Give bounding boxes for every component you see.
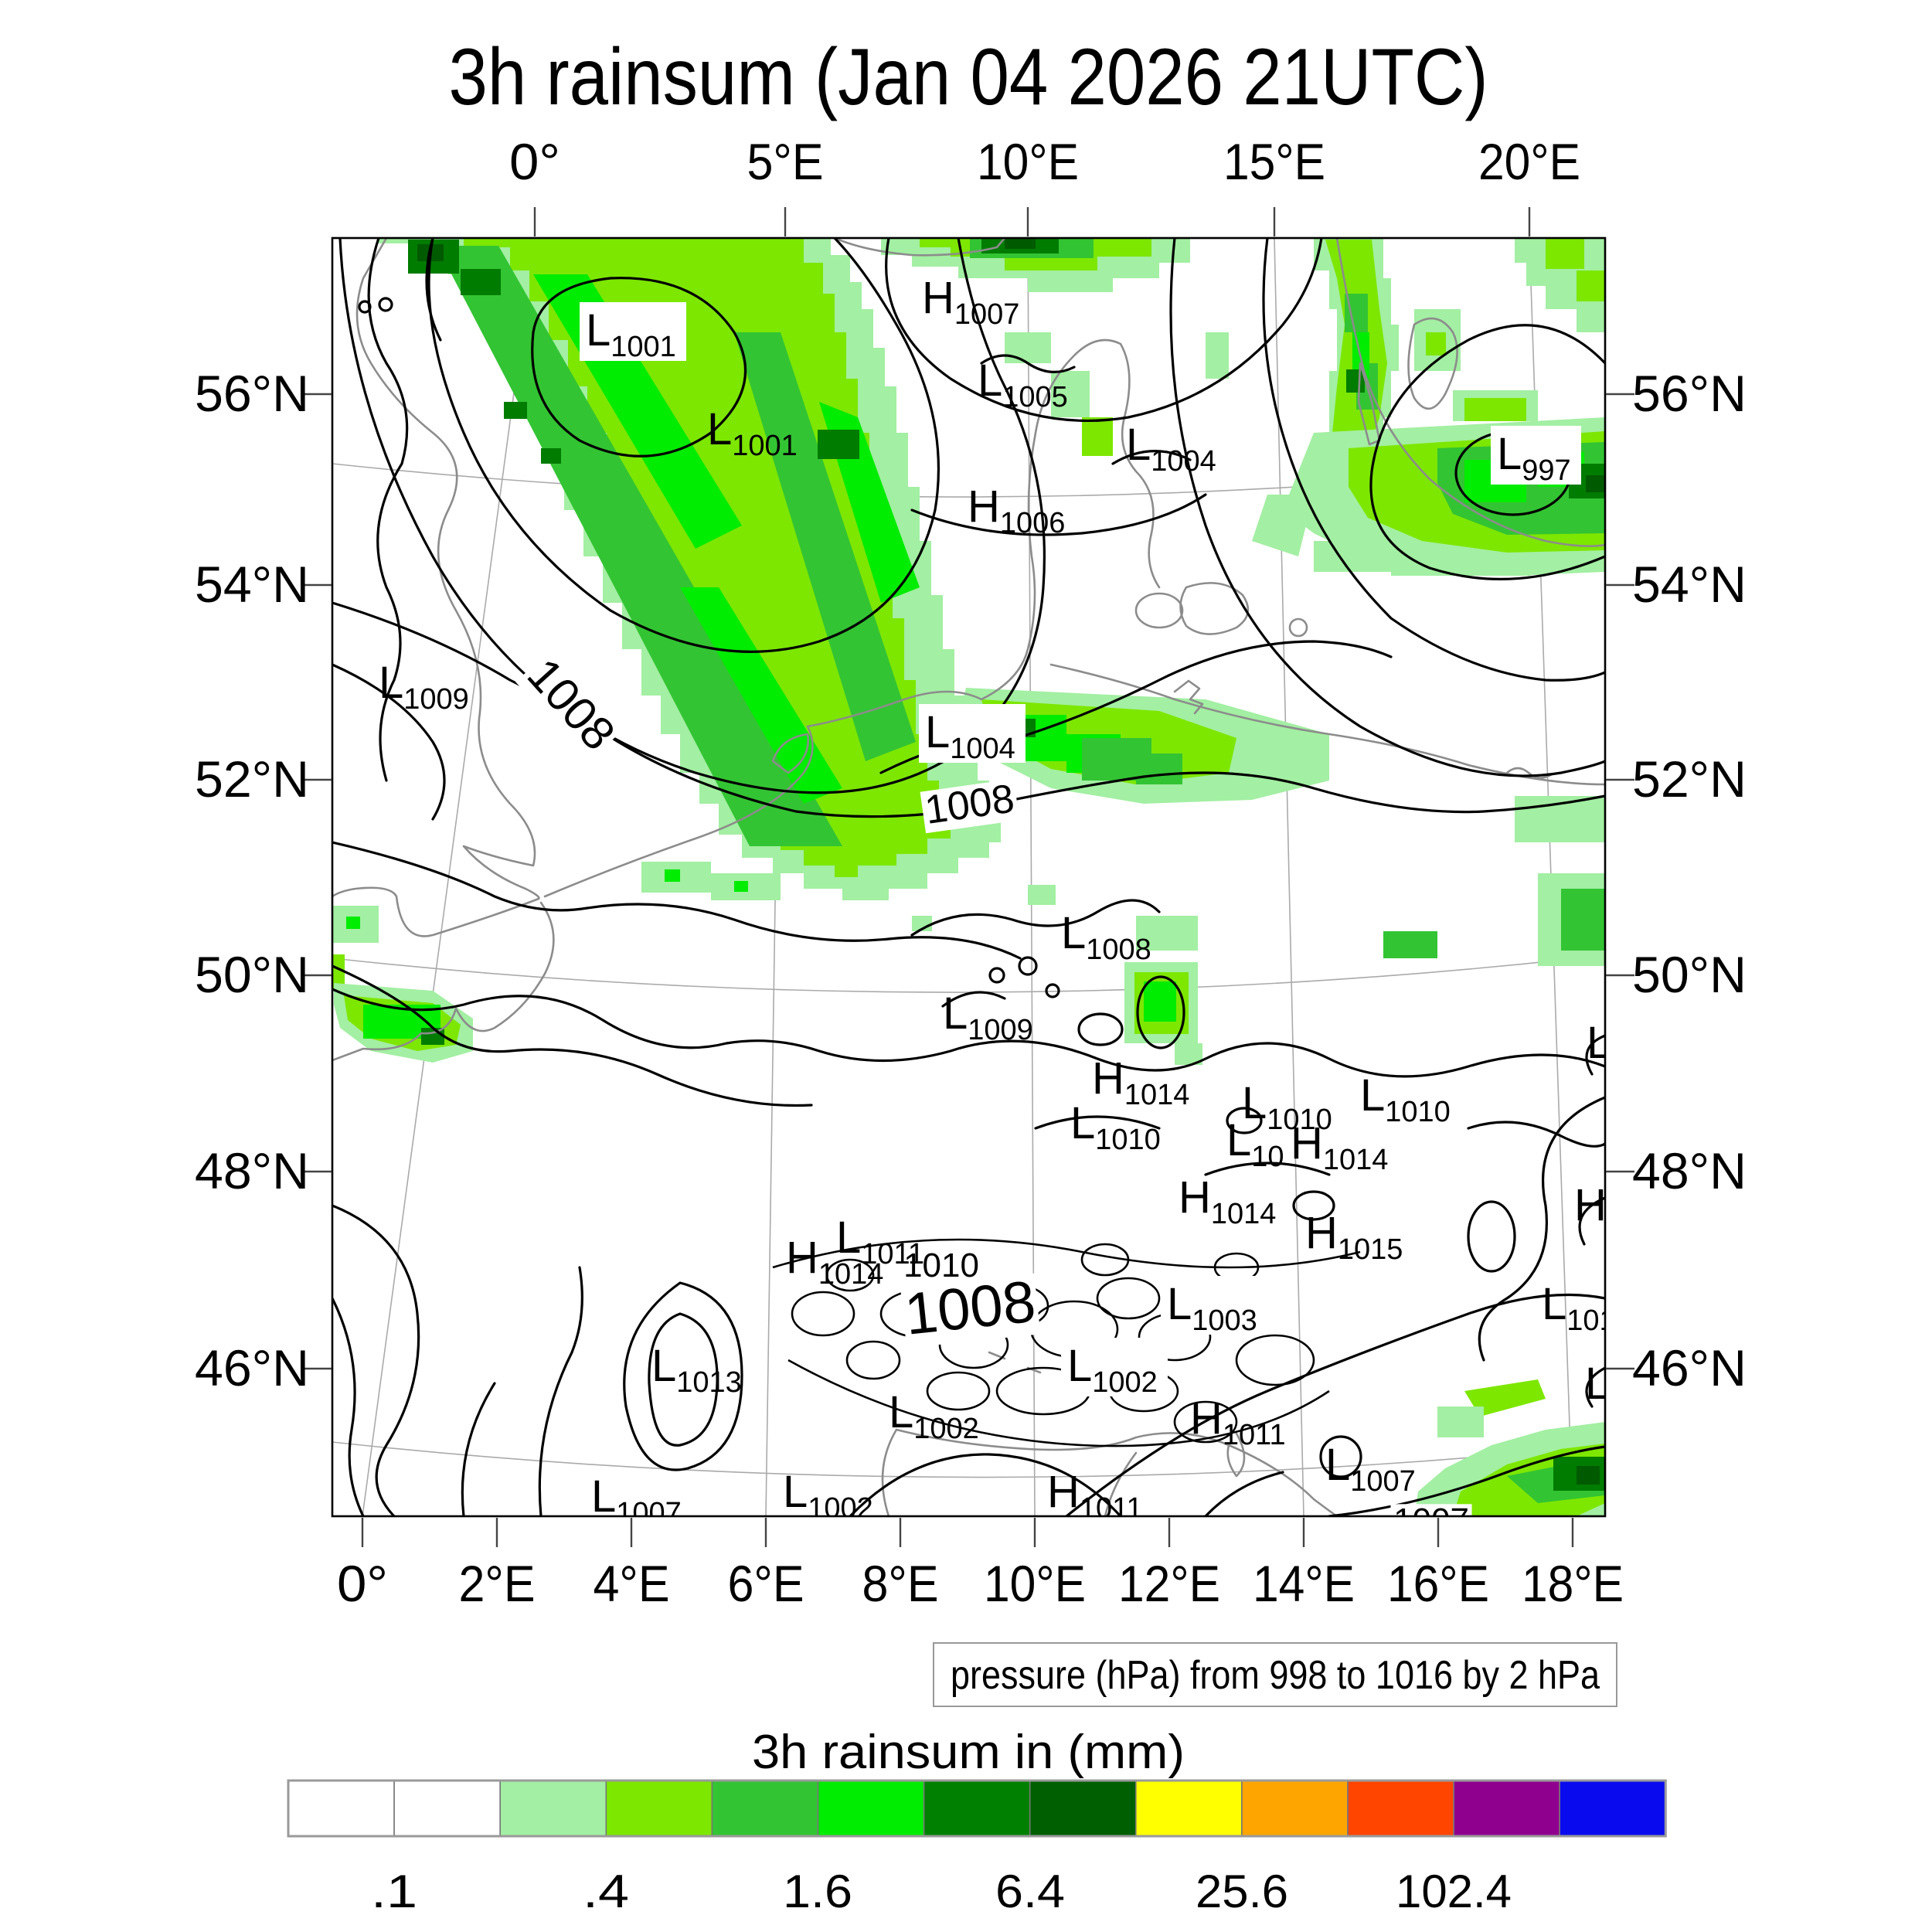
colorbar-border	[287, 1779, 1667, 1838]
right-axis-label: 56°N	[1632, 365, 1747, 422]
pressure-label: H1007	[922, 273, 1019, 331]
colorbar-cell	[393, 1780, 502, 1837]
right-axis-label: 48°N	[1632, 1142, 1747, 1199]
pressure-label-box	[1161, 1276, 1267, 1335]
left-axis-label: 56°N	[195, 365, 309, 422]
inline-contour-label: 1010	[900, 1247, 982, 1285]
top-axis-label: 20°E	[1478, 133, 1580, 190]
colorbar-cell	[605, 1780, 713, 1837]
inline-contour-label-halo	[920, 778, 1020, 834]
inline-contour-label-halo	[900, 1273, 1041, 1349]
pressure-label: L1003	[1167, 1279, 1257, 1337]
pressure-label: H1011	[1190, 1393, 1286, 1451]
colorbar-tick-label: 102.4	[1396, 1866, 1512, 1917]
pressure-label: L1011	[836, 1213, 924, 1270]
colorbar-cell	[1347, 1780, 1454, 1837]
left-axis-label: 52°N	[195, 750, 309, 808]
bottom-axis-label: 6°E	[728, 1555, 804, 1612]
colorbar-cell	[499, 1780, 607, 1837]
inline-contour-label-halo	[1600, 1301, 1605, 1334]
inline-contour-label: 1008	[515, 648, 625, 763]
left-axis-label: 46°N	[195, 1339, 309, 1396]
bottom-axis-label: 0°	[337, 1555, 388, 1612]
colorbar-cell	[1559, 1780, 1667, 1837]
pressure-label: L1005	[978, 355, 1068, 413]
pressure-label: L1013	[651, 1341, 742, 1399]
colorbar-cell	[817, 1780, 925, 1837]
pressure-label-box	[919, 704, 1026, 763]
inline-contour-label-text: 1008	[902, 1269, 1039, 1348]
inline-contour-label-text: 01	[1604, 1299, 1639, 1333]
inline-contour-label-halo	[1390, 1504, 1472, 1516]
pressure-label: L1010	[1360, 1070, 1451, 1128]
inline-contour-label: 1007	[1390, 1502, 1472, 1539]
pressure-label: L1015	[1542, 1279, 1632, 1337]
pressure-label: L1007	[1325, 1440, 1416, 1498]
colorbar-tick-label: 6.4	[995, 1866, 1065, 1917]
pressure-label: L1	[1587, 1018, 1628, 1076]
pressure-legend-text: pressure (hPa) from 998 to 1016 by 2 hPa	[951, 1653, 1600, 1698]
inline-contour-label-halo	[900, 1249, 982, 1285]
pressure-label: L1009	[943, 988, 1033, 1046]
page-title: 3h rainsum (Jan 04 2026 21UTC)	[449, 32, 1488, 122]
pressure-label: L1009	[379, 658, 469, 716]
right-axis-label: 52°N	[1632, 750, 1747, 808]
colorbar-cell	[1135, 1780, 1243, 1837]
pressure-label-box	[1491, 426, 1581, 485]
top-axis-label: 0°	[509, 133, 560, 190]
bottom-axis-label: 14°E	[1253, 1555, 1355, 1612]
pressure-label: H101	[1574, 1180, 1655, 1238]
bottom-axis-label: 12°E	[1118, 1555, 1220, 1612]
pressure-label: H1014	[1291, 1118, 1388, 1176]
pressure-label: L1002	[889, 1387, 979, 1445]
colorbar-tick-label: 1.6	[783, 1866, 852, 1917]
inline-contour-label-text: 1007	[1393, 1502, 1469, 1539]
colorbar: .1 .4 1.6 6.4 25.6 102.4	[287, 1779, 1667, 1917]
colorbar-tick-label: 25.6	[1196, 1866, 1288, 1917]
pressure-label-box	[580, 302, 686, 361]
bottom-axis-label: 2°E	[459, 1555, 536, 1612]
pressure-legend-box	[933, 1642, 1617, 1707]
colorbar-cell	[1453, 1780, 1560, 1837]
inline-contour-label-halo	[515, 649, 624, 763]
pressure-legend: pressure (hPa) from 998 to 1016 by 2 hPa	[933, 1642, 1617, 1707]
bottom-axis-label: 4°E	[594, 1555, 670, 1612]
inline-contour-label-text: 1010	[903, 1247, 979, 1284]
inline-contour-label: 1008	[900, 1269, 1041, 1349]
bottom-axis-label: 16°E	[1387, 1555, 1489, 1612]
right-axis-label: 50°N	[1632, 946, 1747, 1003]
left-axis-label: 54°N	[195, 556, 309, 613]
pressure-label: L1004	[1126, 420, 1216, 478]
top-axis-label: 10°E	[977, 133, 1079, 190]
colorbar-cell	[711, 1780, 819, 1837]
top-axis-label: 5°E	[747, 133, 824, 190]
right-axis-label: 46°N	[1632, 1339, 1747, 1396]
map-frame	[331, 236, 1607, 1518]
colorbar-cell	[287, 1780, 395, 1837]
colorbar-cell	[1029, 1780, 1137, 1837]
bottom-axis-label: 10°E	[984, 1555, 1086, 1612]
pressure-label: L101	[1585, 1359, 1659, 1417]
right-axis-label: 54°N	[1632, 556, 1747, 613]
top-axis-label: 15°E	[1223, 133, 1325, 190]
colorbar-cell	[1241, 1780, 1349, 1837]
colorbar-title: 3h rainsum in (mm)	[752, 1726, 1185, 1779]
pressure-label: H1015	[1305, 1208, 1403, 1266]
left-axis-label: 50°N	[195, 946, 309, 1003]
axis-labels-and-ticks: 0° 5°E 10°E 15°E 20°E 0° 2°E 4°E 6°E 8°E 10°E 12°E 1…	[195, 133, 1747, 1612]
bottom-axis-label: 8°E	[862, 1555, 939, 1612]
pressure-label-box	[1061, 1338, 1168, 1396]
bottom-axis-label: 18°E	[1522, 1555, 1624, 1612]
colorbar-cell	[923, 1780, 1031, 1837]
pressure-label: H1014	[1179, 1172, 1276, 1230]
pressure-label: H1006	[968, 481, 1065, 539]
colorbar-tick-label: .4	[583, 1866, 629, 1917]
left-axis-label: 48°N	[195, 1142, 309, 1199]
colorbar-tick-label: .1	[371, 1866, 417, 1917]
pressure-label: L1007	[591, 1471, 682, 1529]
inline-contour-label: 01	[1600, 1299, 1639, 1334]
